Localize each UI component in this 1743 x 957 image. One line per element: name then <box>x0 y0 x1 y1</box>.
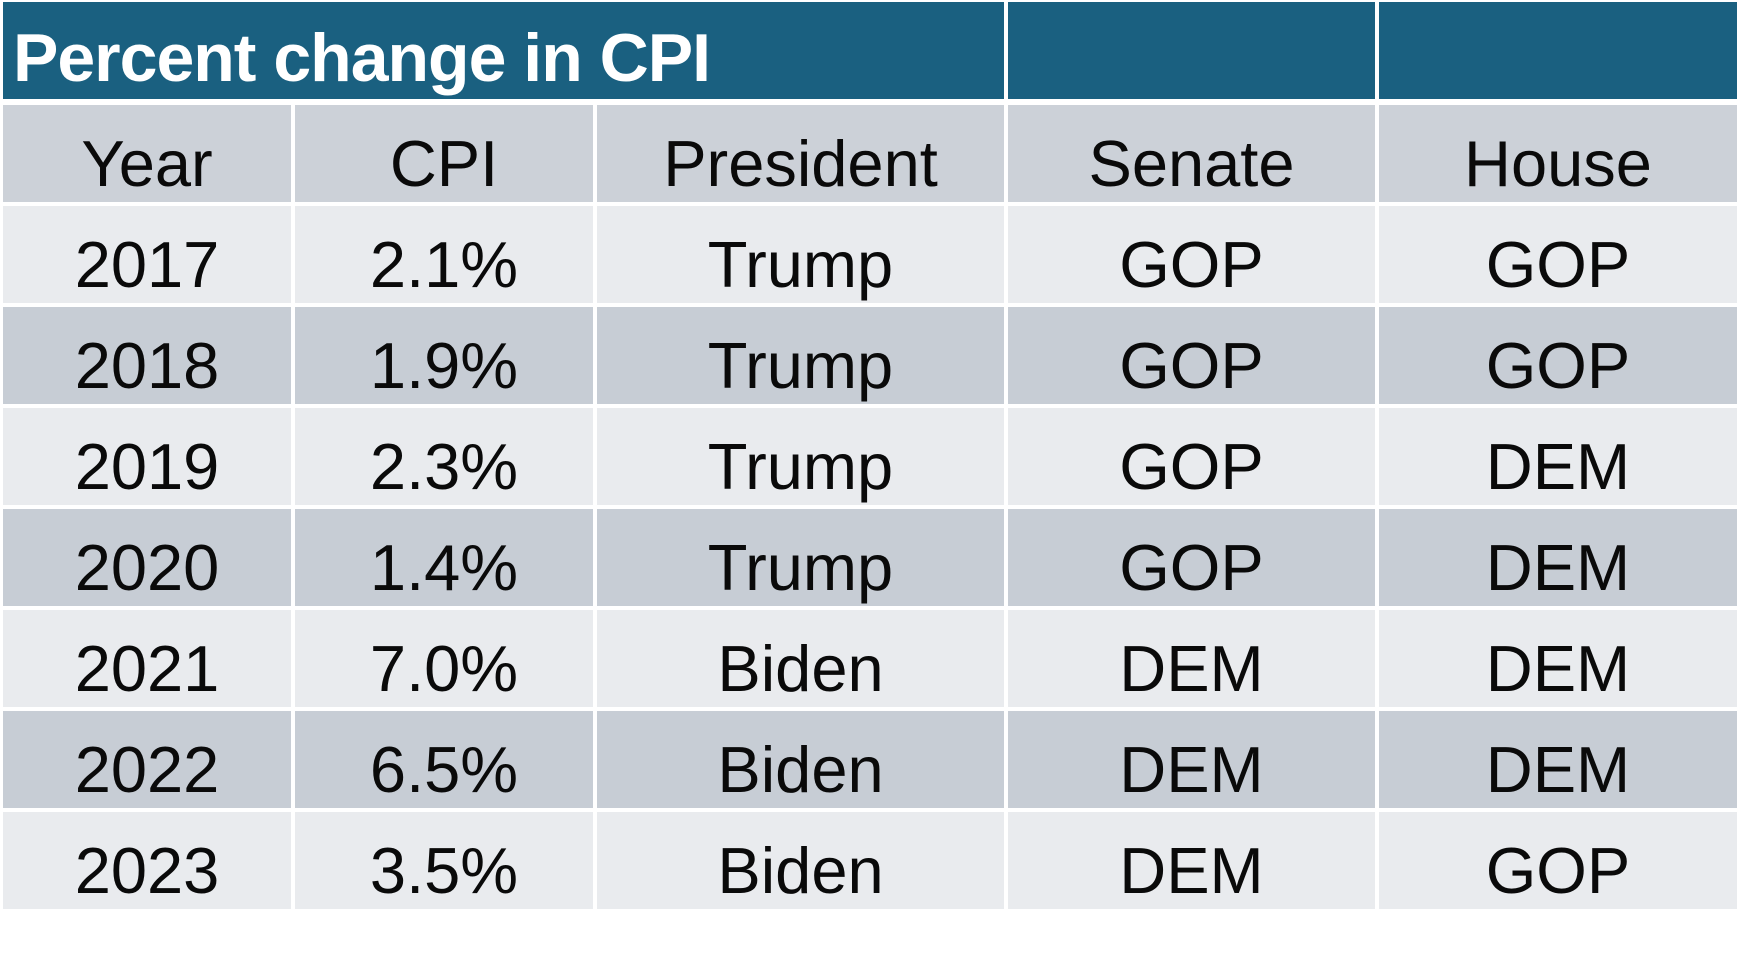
table-cell: GOP <box>1008 307 1375 404</box>
table-cell: 1.9% <box>295 307 593 404</box>
table-cell: DEM <box>1379 509 1737 606</box>
column-header-senate: Senate <box>1008 105 1375 202</box>
table-cell: 2.1% <box>295 206 593 303</box>
table-cell: DEM <box>1008 812 1375 909</box>
column-header-year: Year <box>3 105 291 202</box>
table-cell: DEM <box>1008 610 1375 707</box>
table-cell: GOP <box>1379 206 1737 303</box>
table-cell: Trump <box>597 509 1004 606</box>
table-cell: Trump <box>597 408 1004 505</box>
table-cell: 7.0% <box>295 610 593 707</box>
table-cell: 2022 <box>3 711 291 808</box>
table-cell: Biden <box>597 711 1004 808</box>
table-cell: 2018 <box>3 307 291 404</box>
table-cell: GOP <box>1379 812 1737 909</box>
table-cell: 2017 <box>3 206 291 303</box>
table-cell: 2021 <box>3 610 291 707</box>
table-cell: 2.3% <box>295 408 593 505</box>
table-banner-row: Percent change in CPI <box>3 2 1737 99</box>
table-cell: GOP <box>1008 408 1375 505</box>
table-cell: 6.5% <box>295 711 593 808</box>
column-header-house: House <box>1379 105 1737 202</box>
table-cell: DEM <box>1379 408 1737 505</box>
table-cell: Trump <box>597 206 1004 303</box>
table-cell: GOP <box>1008 206 1375 303</box>
banner-senate-cell <box>1008 2 1375 99</box>
table-title: Percent change in CPI <box>3 2 1004 99</box>
table-cell: 3.5% <box>295 812 593 909</box>
table-cell: DEM <box>1379 711 1737 808</box>
table-cell: GOP <box>1008 509 1375 606</box>
table-cell: 2020 <box>3 509 291 606</box>
table-cell: DEM <box>1008 711 1375 808</box>
table-cell: 1.4% <box>295 509 593 606</box>
table-body-grid: Year CPI President Senate House 2017 2.1%… <box>3 105 1737 909</box>
cpi-table: Percent change in CPI Year CPI President… <box>3 2 1737 909</box>
banner-house-cell <box>1379 2 1737 99</box>
table-cell: GOP <box>1379 307 1737 404</box>
table-cell: Trump <box>597 307 1004 404</box>
table-cell: Biden <box>597 812 1004 909</box>
table-cell: 2019 <box>3 408 291 505</box>
table-cell: DEM <box>1379 610 1737 707</box>
table-cell: Biden <box>597 610 1004 707</box>
column-header-president: President <box>597 105 1004 202</box>
table-cell: 2023 <box>3 812 291 909</box>
column-header-cpi: CPI <box>295 105 593 202</box>
